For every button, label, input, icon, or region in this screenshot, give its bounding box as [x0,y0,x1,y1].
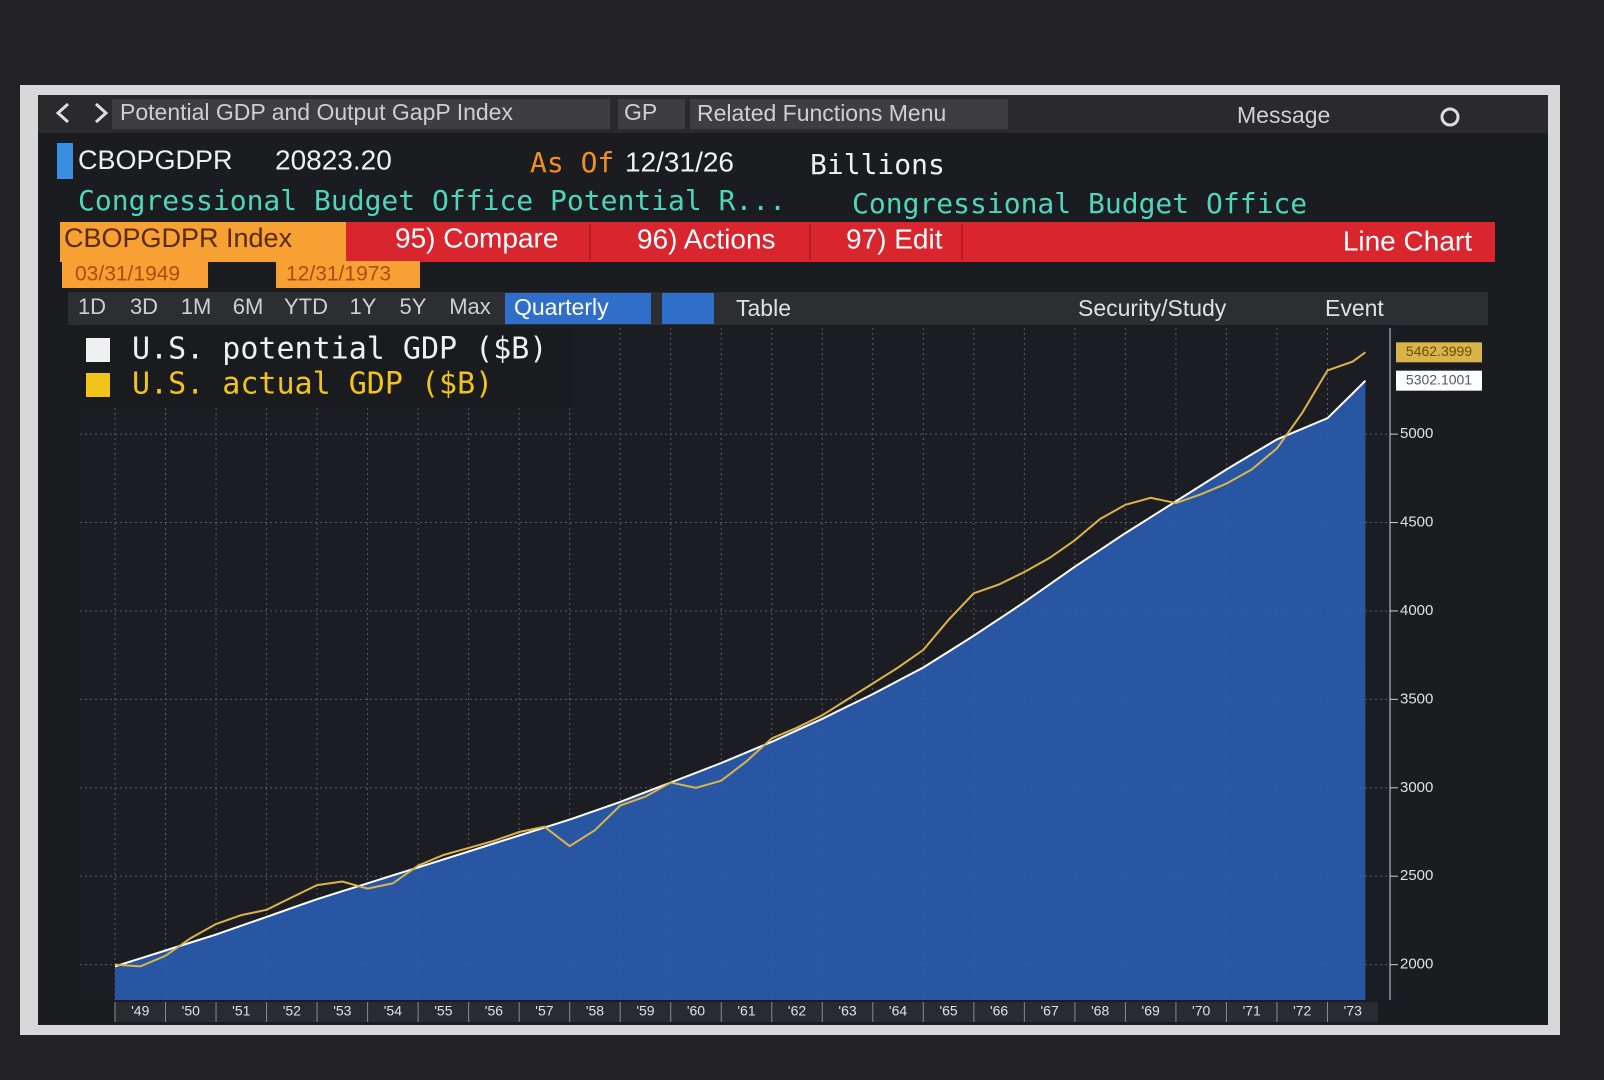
range-button[interactable]: 1Y [350,294,377,319]
frequency: Quarterly [514,294,609,320]
x-tick-label: '64 [889,1003,907,1019]
line [114,379,1367,968]
legend-swatch [86,373,110,397]
x-tick-label: '71 [1243,1003,1261,1019]
last-value: 20823.20 [275,144,392,175]
area [115,380,1366,1000]
edit-button[interactable]: 97) Edit [846,223,943,254]
settings-icon[interactable] [1440,107,1460,127]
x-tick-label: '65 [939,1003,957,1019]
frequency-box[interactable] [505,293,651,324]
nav-title: Potential GDP and Output GapP Index [120,99,513,125]
units: Billions [810,148,945,181]
y-tick-label: 2000 [1400,956,1433,973]
x-tick-label: '69 [1142,1003,1160,1019]
nav-arrows[interactable] [55,102,109,124]
ticker: CBOPGDPR [78,145,233,175]
y-tick-label: 4500 [1400,513,1433,530]
security-box[interactable] [60,222,346,262]
x-tick-label: '70 [1192,1003,1210,1019]
start-date-box[interactable] [62,261,208,288]
start-date: 03/31/1949 [75,263,180,286]
range-button[interactable]: Max [449,294,491,319]
x-tick-label: '59 [636,1003,654,1019]
x-tick-label: '67 [1040,1003,1058,1019]
nav-message[interactable]: Message [1237,102,1330,128]
x-tick-label: '66 [990,1003,1008,1019]
x-tick-label: '60 [687,1003,705,1019]
title-field[interactable] [112,99,610,129]
range-button[interactable]: 1M [181,294,212,319]
security-field: CBOPGDPR Index [64,223,293,253]
x-tick-label: '52 [283,1003,301,1019]
range-button[interactable]: 5Y [400,294,427,319]
x-tick-label: '53 [333,1003,351,1019]
x-tick-label: '51 [232,1003,250,1019]
security-name: Congressional Budget Office Potential R.… [78,184,786,217]
y-tick-label: 5000 [1400,425,1433,442]
event-button[interactable]: Event [1325,295,1384,321]
view-label: Line Chart [1343,225,1472,256]
x-tick-label: '55 [434,1003,452,1019]
x-tick-label: '62 [788,1003,806,1019]
last-value-label: 5462.3999 [1406,343,1472,359]
end-date: 12/31/1973 [286,263,391,286]
legend-label: U.S. potential GDP ($B) [132,332,547,367]
table-button[interactable]: Table [736,295,791,321]
y-tick-label: 3500 [1400,690,1433,707]
ticker-marker [57,143,73,179]
end-date-box[interactable] [276,261,420,288]
as-of-date: 12/31/26 [625,146,734,177]
x-tick-label: '63 [838,1003,856,1019]
y-tick-label: 4000 [1400,602,1433,619]
y-tick-label: 3000 [1400,779,1433,796]
compare-button[interactable]: 95) Compare [395,222,558,253]
last-value-tag [1396,370,1482,391]
y-tick-label: 2500 [1400,867,1433,884]
chart-icon-box[interactable] [662,293,714,324]
actions-button[interactable]: 96) Actions [637,223,776,254]
study-button[interactable]: Security/Study [1078,295,1227,321]
range-button[interactable]: 1D [78,294,106,319]
x-tick-label: '54 [384,1003,402,1019]
legend-swatch [86,338,110,362]
as-of-label: As Of [530,146,614,179]
x-tick-label: '61 [737,1003,755,1019]
x-tick-label: '50 [182,1003,200,1019]
x-tick-label: '58 [586,1003,604,1019]
nav-function: GP [624,99,657,125]
last-value-tag [1396,342,1482,363]
nav-menu: Related Functions Menu [697,100,946,126]
x-tick-label: '68 [1091,1003,1109,1019]
menu-field[interactable] [690,99,1008,129]
range-button[interactable]: 3D [130,294,158,319]
x-tick-label: '49 [131,1003,149,1019]
range-button[interactable]: 6M [233,294,264,319]
x-tick-label: '72 [1293,1003,1311,1019]
line [114,351,1366,968]
last-value-label: 5302.1001 [1406,371,1472,387]
range-button[interactable]: YTD [284,294,328,319]
x-tick-label: '57 [535,1003,553,1019]
x-axis-band [115,1002,1378,1022]
function-field[interactable] [618,99,685,129]
legend-box [78,328,572,408]
source: Congressional Budget Office [852,187,1307,220]
x-tick-label: '56 [485,1003,503,1019]
x-tick-label: '73 [1344,1003,1362,1019]
legend-label: U.S. actual GDP ($B) [132,367,493,402]
range-bar [68,292,1488,325]
